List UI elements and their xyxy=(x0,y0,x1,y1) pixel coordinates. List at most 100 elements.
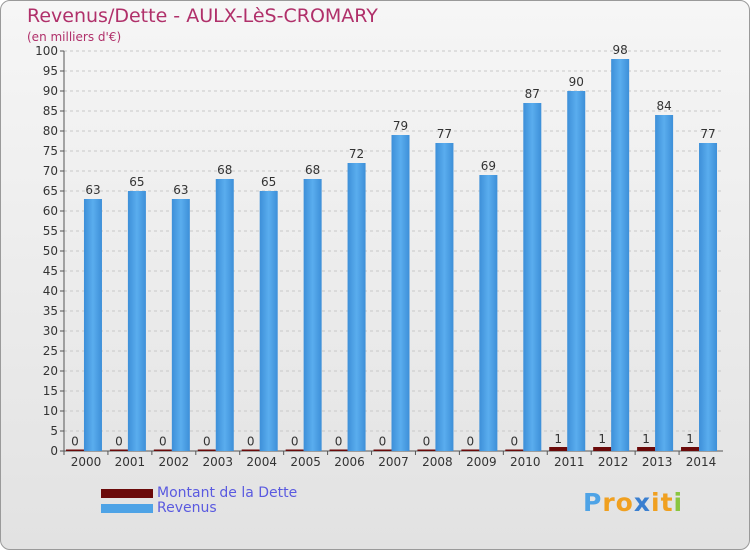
bar-dette xyxy=(505,449,524,451)
x-tick-label: 2009 xyxy=(466,455,497,469)
data-label-dette: 1 xyxy=(642,432,650,446)
x-tick-label: 2000 xyxy=(71,455,102,469)
y-tick-label: 90 xyxy=(43,84,58,98)
logo-letter: P xyxy=(583,488,603,517)
x-tick-label: 2004 xyxy=(246,455,277,469)
y-tick-label: 80 xyxy=(43,124,58,138)
y-tick-label: 15 xyxy=(43,384,58,398)
y-tick-label: 65 xyxy=(43,184,58,198)
bar-dette xyxy=(65,449,84,451)
logo-letter: o xyxy=(615,488,634,517)
data-label-revenus: 63 xyxy=(85,183,100,197)
x-tick-label: 2001 xyxy=(115,455,146,469)
data-label-revenus: 90 xyxy=(569,75,584,89)
bar-revenus xyxy=(567,91,586,451)
x-tick-label: 2005 xyxy=(290,455,321,469)
bar-dette xyxy=(241,449,260,451)
bar-dette xyxy=(417,449,436,451)
data-label-revenus: 77 xyxy=(700,127,715,141)
bar-dette xyxy=(285,449,304,451)
logo-letter: r xyxy=(602,488,616,517)
x-tick-label: 2008 xyxy=(422,455,453,469)
y-tick-label: 40 xyxy=(43,284,58,298)
x-tick-label: 2002 xyxy=(159,455,190,469)
data-label-dette: 0 xyxy=(71,435,79,449)
data-label-dette: 1 xyxy=(598,432,606,446)
data-label-dette: 0 xyxy=(159,435,167,449)
y-tick-label: 100 xyxy=(35,44,58,58)
data-label-dette: 0 xyxy=(510,435,518,449)
y-tick-label: 95 xyxy=(43,64,58,78)
chart-title: Revenus/Dette - AULX-LèS-CROMARY xyxy=(27,5,378,27)
x-tick-label: 2010 xyxy=(510,455,541,469)
bar-dette xyxy=(549,447,568,451)
bar-dette xyxy=(153,449,172,451)
bar-dette xyxy=(109,449,128,451)
legend-label-dette: Montant de la Dette xyxy=(157,485,298,501)
data-label-dette: 0 xyxy=(423,435,431,449)
data-label-revenus: 77 xyxy=(437,127,452,141)
bar-revenus xyxy=(259,191,278,451)
y-tick-label: 85 xyxy=(43,104,58,118)
bar-revenus xyxy=(127,191,146,451)
data-label-revenus: 68 xyxy=(217,163,232,177)
y-tick-label: 20 xyxy=(43,364,58,378)
x-tick-label: 2006 xyxy=(334,455,365,469)
data-label-dette: 1 xyxy=(554,432,562,446)
bar-revenus xyxy=(611,59,630,451)
data-label-revenus: 87 xyxy=(525,87,540,101)
bar-dette xyxy=(637,447,656,451)
bar-revenus xyxy=(699,143,718,451)
x-tick-label: 2012 xyxy=(598,455,629,469)
data-label-revenus: 98 xyxy=(613,43,628,57)
bar-revenus xyxy=(655,115,674,451)
data-label-dette: 1 xyxy=(686,432,694,446)
y-tick-label: 60 xyxy=(43,204,58,218)
y-tick-label: 0 xyxy=(50,444,58,458)
data-label-dette: 0 xyxy=(247,435,255,449)
y-tick-label: 35 xyxy=(43,304,58,318)
y-tick-label: 30 xyxy=(43,324,58,338)
data-label-dette: 0 xyxy=(335,435,343,449)
bar-dette xyxy=(681,447,700,451)
legend-swatch-revenus xyxy=(101,504,153,513)
bar-dette xyxy=(197,449,216,451)
legend-label-revenus: Revenus xyxy=(157,500,217,516)
logo-letter: x xyxy=(633,488,651,517)
bar-revenus xyxy=(347,163,366,451)
y-tick-label: 25 xyxy=(43,344,58,358)
y-tick-label: 5 xyxy=(50,424,58,438)
logo-letter: i xyxy=(673,488,684,517)
x-tick-label: 2011 xyxy=(554,455,585,469)
bar-revenus xyxy=(523,103,542,451)
bar-revenus xyxy=(303,179,322,451)
legend-swatch-dette xyxy=(101,489,153,498)
bar-revenus xyxy=(171,199,190,451)
bar-dette xyxy=(329,449,348,451)
y-tick-label: 75 xyxy=(43,144,58,158)
x-tick-label: 2014 xyxy=(686,455,717,469)
bar-revenus xyxy=(391,135,410,451)
y-tick-label: 50 xyxy=(43,244,58,258)
y-tick-label: 10 xyxy=(43,404,58,418)
data-label-revenus: 65 xyxy=(261,175,276,189)
proxiti-logo: Proxiti xyxy=(583,488,683,517)
data-label-revenus: 69 xyxy=(481,159,496,173)
bar-revenus xyxy=(435,143,454,451)
bar-dette xyxy=(461,449,480,451)
bar-revenus xyxy=(215,179,234,451)
bar-dette xyxy=(593,447,612,451)
data-label-dette: 0 xyxy=(115,435,123,449)
bar-dette xyxy=(373,449,392,451)
data-label-revenus: 84 xyxy=(656,99,671,113)
chart-subtitle: (en milliers d'€) xyxy=(27,30,122,44)
x-tick-label: 2003 xyxy=(202,455,233,469)
data-label-revenus: 79 xyxy=(393,119,408,133)
data-label-dette: 0 xyxy=(467,435,475,449)
data-label-revenus: 72 xyxy=(349,147,364,161)
data-label-revenus: 63 xyxy=(173,183,188,197)
y-tick-label: 45 xyxy=(43,264,58,278)
x-tick-label: 2013 xyxy=(642,455,673,469)
logo-letter: i xyxy=(651,488,661,517)
